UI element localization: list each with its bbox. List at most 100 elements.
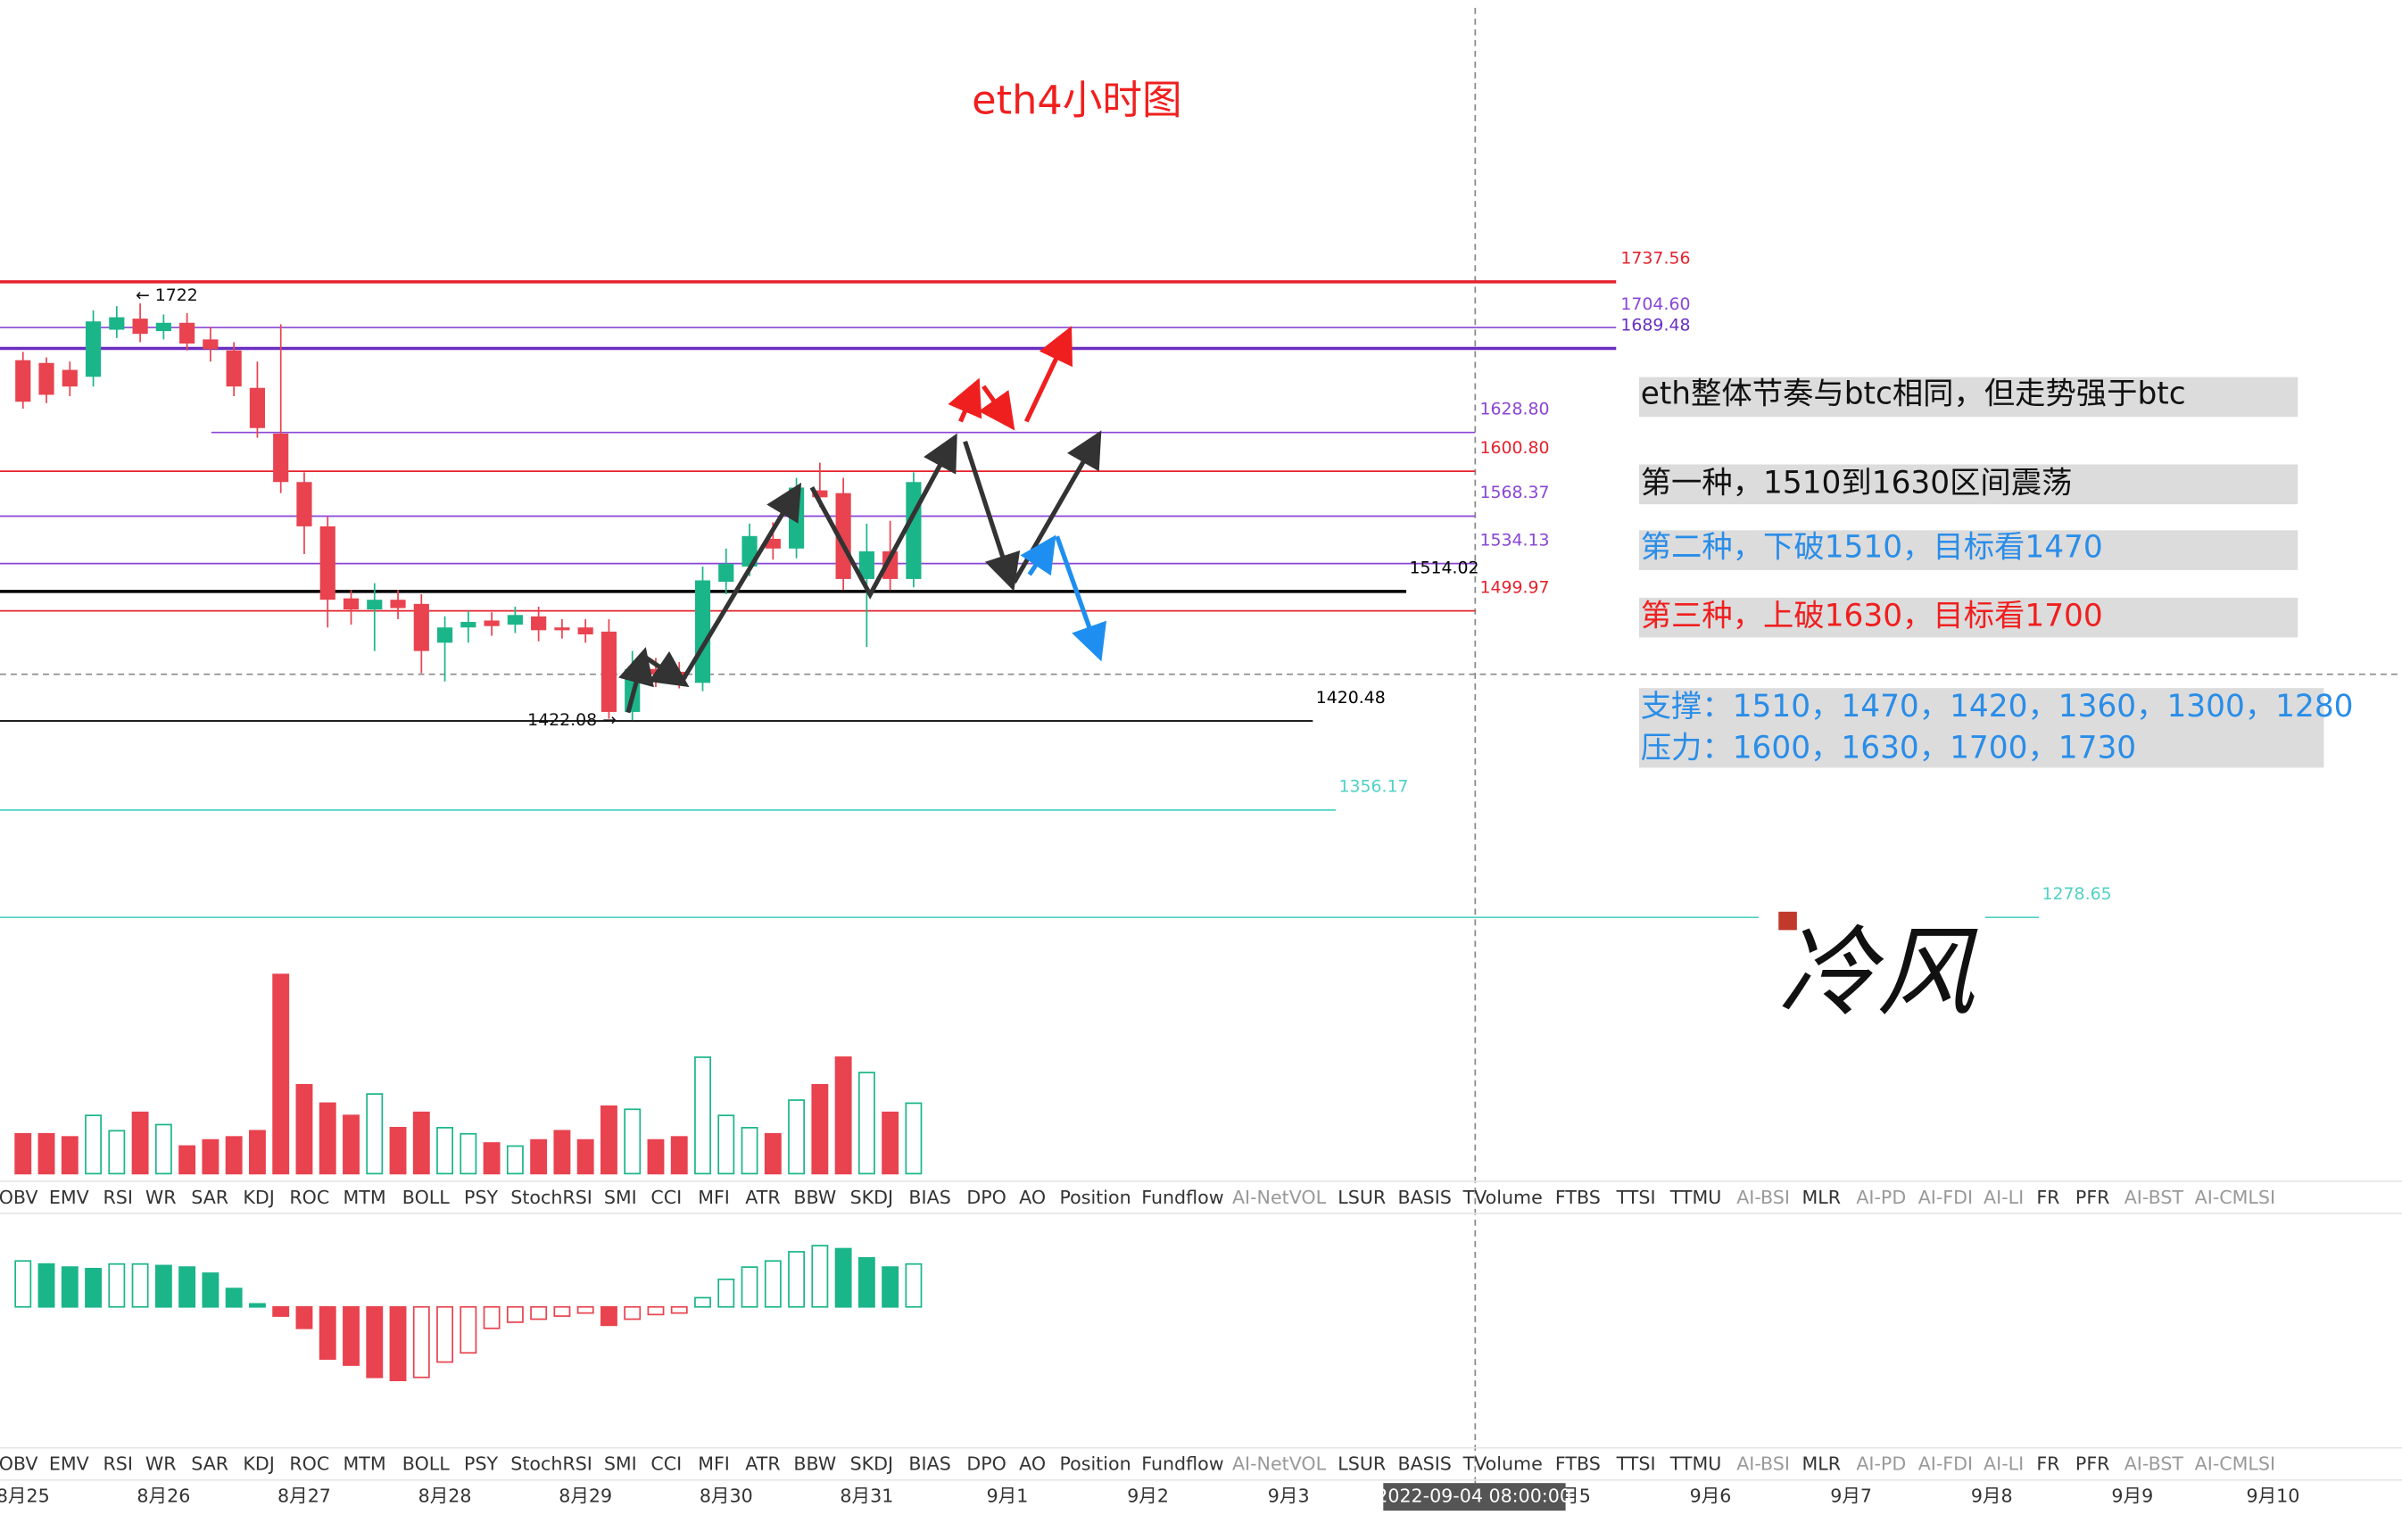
indicator-tab[interactable]: MTM	[344, 1187, 386, 1208]
indicator-tab[interactable]: PSY	[464, 1453, 498, 1475]
indicator-tab[interactable]: AI-BST	[2125, 1453, 2184, 1475]
note: 第三种，上破1630，目标看1700	[1641, 599, 2103, 634]
indicator-tab[interactable]: SAR	[191, 1453, 228, 1475]
indicator-tab[interactable]: SMI	[604, 1187, 637, 1208]
x-tick-label: 8月31	[840, 1486, 893, 1507]
indicator-tab[interactable]: WR	[145, 1187, 177, 1208]
indicator-tab[interactable]: PSY	[464, 1187, 498, 1208]
indicator-tab[interactable]: BBW	[793, 1453, 836, 1475]
indicator-tab[interactable]: Fundflow	[1141, 1453, 1223, 1475]
indicator-tab[interactable]: SAR	[191, 1187, 228, 1208]
indicator-tab[interactable]: ROC	[289, 1453, 329, 1475]
macd-bar	[741, 1266, 758, 1308]
indicator-tab[interactable]: KDJ	[243, 1187, 274, 1208]
indicator-tab[interactable]: AI-CMLSI	[2195, 1453, 2275, 1475]
indicator-tab[interactable]: OBV	[0, 1453, 38, 1475]
indicator-tab[interactable]: StochRSI	[510, 1187, 592, 1208]
indicator-tab[interactable]: WR	[145, 1453, 177, 1475]
candle-body	[390, 600, 406, 609]
indicator-tab[interactable]: CCI	[650, 1453, 682, 1475]
indicator-tab[interactable]: AI-BSI	[1736, 1453, 1790, 1475]
indicator-tab[interactable]: DPO	[966, 1187, 1006, 1208]
candle-body	[882, 551, 899, 579]
indicator-tab[interactable]: BIAS	[908, 1453, 950, 1475]
indicator-tab[interactable]: AI-PD	[1856, 1453, 1906, 1475]
indicator-tab[interactable]: FR	[2036, 1187, 2059, 1208]
indicator-tab[interactable]: AI-PD	[1856, 1187, 1906, 1208]
indicator-tab[interactable]: AI-CMLSI	[2195, 1187, 2275, 1208]
indicator-tab[interactable]: LSUR	[1338, 1453, 1386, 1475]
indicator-tab[interactable]: TTSI	[1616, 1187, 1656, 1208]
indicator-tab[interactable]: BASIS	[1397, 1187, 1451, 1208]
indicator-tab[interactable]: AI-FDI	[1918, 1187, 1973, 1208]
indicator-tab[interactable]: MLR	[1802, 1453, 1842, 1475]
indicator-tab[interactable]: BOLL	[402, 1453, 450, 1475]
indicator-tab[interactable]: AI-BSI	[1736, 1187, 1790, 1208]
indicator-tab[interactable]: ATR	[745, 1453, 780, 1475]
indicator-tab[interactable]: PFR	[2075, 1453, 2110, 1475]
indicator-tab[interactable]: TTSI	[1616, 1453, 1656, 1475]
candle-body	[179, 322, 195, 344]
signature: 冷风	[1778, 915, 1978, 1030]
indicator-tab[interactable]: FR	[2036, 1453, 2059, 1475]
indicator-tab[interactable]: MFI	[698, 1187, 730, 1208]
indicator-tab[interactable]: BIAS	[908, 1187, 950, 1208]
candle-body	[319, 526, 335, 600]
indicator-tab[interactable]: AI-LI	[1984, 1187, 2024, 1208]
indicator-tab[interactable]: FTBS	[1555, 1187, 1601, 1208]
indicator-tab[interactable]: TVolume	[1462, 1187, 1543, 1208]
indicator-tab[interactable]: MTM	[344, 1453, 386, 1475]
indicator-tab[interactable]: ROC	[289, 1187, 329, 1208]
indicator-tab[interactable]: CCI	[650, 1187, 682, 1208]
indicator-tab[interactable]: StochRSI	[510, 1453, 592, 1475]
indicator-tab[interactable]: Position	[1059, 1187, 1131, 1208]
indicator-tab[interactable]: AI-BST	[2125, 1187, 2184, 1208]
chart-title: eth4小时图	[972, 77, 1182, 123]
indicator-tab[interactable]: AI-NetVOL	[1232, 1187, 1327, 1208]
indicator-tab[interactable]: AI-LI	[1984, 1453, 2024, 1475]
macd-bar	[85, 1267, 102, 1308]
indicator-tab[interactable]: MFI	[698, 1453, 730, 1475]
indicator-tab[interactable]: BASIS	[1397, 1453, 1451, 1475]
indicator-tab[interactable]: AI-NetVOL	[1232, 1453, 1327, 1475]
indicator-tab[interactable]: FTBS	[1555, 1453, 1601, 1475]
note-bg	[1639, 377, 2298, 418]
price-level-label: 1278.65	[2042, 884, 2112, 904]
indicator-tab[interactable]: Position	[1059, 1453, 1131, 1475]
indicator-tab[interactable]: ATR	[745, 1187, 780, 1208]
indicator-tab[interactable]: OBV	[0, 1187, 38, 1208]
indicator-tab[interactable]: LSUR	[1338, 1187, 1386, 1208]
macd-bar	[343, 1305, 360, 1366]
indicator-tab[interactable]: AI-FDI	[1918, 1453, 1973, 1475]
indicator-tab[interactable]: TTMU	[1669, 1187, 1722, 1208]
indicator-tab[interactable]: RSI	[103, 1453, 132, 1475]
price-level-label: 1514.02	[1409, 559, 1478, 578]
indicator-tab[interactable]: EMV	[49, 1187, 89, 1208]
indicator-tab[interactable]: TTMU	[1669, 1453, 1722, 1475]
indicator-tab[interactable]: TVolume	[1462, 1453, 1543, 1475]
indicator-tab[interactable]: DPO	[966, 1453, 1006, 1475]
indicator-tab[interactable]: SMI	[604, 1453, 637, 1475]
crosshair-label-bg	[1383, 1483, 1566, 1511]
indicator-tab[interactable]: SKDJ	[850, 1453, 894, 1475]
indicator-tab[interactable]: BOLL	[402, 1187, 450, 1208]
indicator-tab[interactable]: KDJ	[243, 1453, 274, 1475]
candle-body	[367, 600, 383, 610]
volume-bar	[37, 1132, 55, 1175]
price-level-label: 1628.80	[1479, 399, 1549, 418]
indicator-tab[interactable]: Fundflow	[1141, 1187, 1223, 1208]
indicator-tab[interactable]: EMV	[49, 1453, 89, 1475]
indicator-tab[interactable]: AO	[1019, 1453, 1046, 1475]
indicator-tab[interactable]: PFR	[2075, 1187, 2110, 1208]
volume-bar	[576, 1138, 594, 1175]
indicator-tab[interactable]: RSI	[103, 1187, 132, 1208]
indicator-tab[interactable]: AO	[1019, 1187, 1046, 1208]
volume-bar	[600, 1105, 617, 1175]
macd-bar	[600, 1305, 617, 1327]
indicator-tab[interactable]: SKDJ	[850, 1187, 894, 1208]
indicator-tab[interactable]: MLR	[1802, 1187, 1842, 1208]
volume-bar	[178, 1145, 196, 1175]
low-marker: 1422.08 →	[527, 710, 617, 730]
indicator-tab[interactable]: BBW	[793, 1187, 836, 1208]
macd-bar	[319, 1305, 336, 1360]
